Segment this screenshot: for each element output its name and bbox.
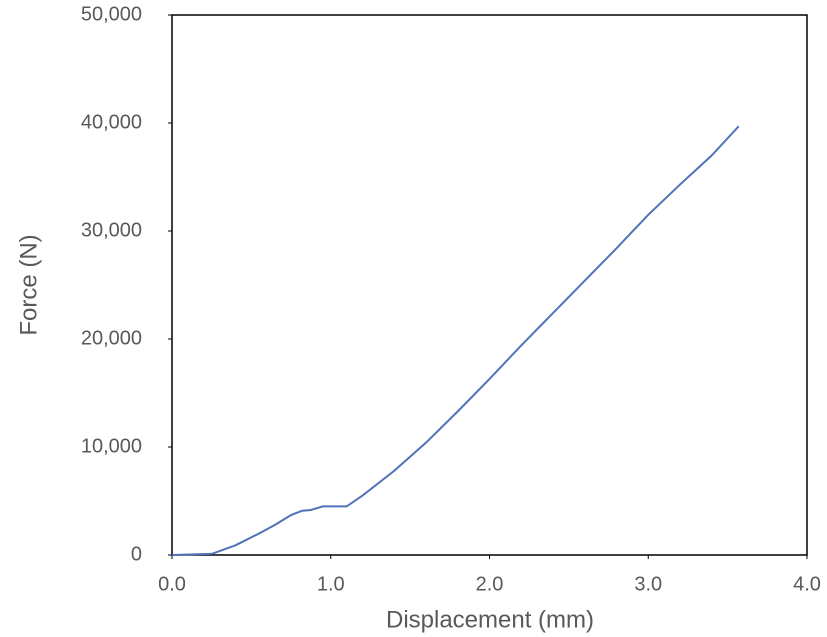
y-tick-label: 10,000: [81, 435, 142, 457]
y-tick-label: 0: [131, 543, 142, 565]
data-line: [171, 125, 740, 556]
x-tick-label: 2.0: [476, 573, 504, 595]
x-tick-label: 1.0: [317, 573, 345, 595]
y-tick-label: 20,000: [81, 327, 142, 349]
x-tick-label: 4.0: [793, 573, 821, 595]
y-tick-label: 50,000: [81, 3, 142, 25]
y-axis-title: Force (N): [15, 234, 42, 335]
x-axis-title: Displacement (mm): [386, 606, 594, 633]
x-tick-label: 0.0: [158, 573, 186, 595]
x-tick-label: 3.0: [634, 573, 662, 595]
y-tick-label: 30,000: [81, 219, 142, 241]
y-tick-label: 40,000: [81, 111, 142, 133]
plot-frame: [171, 14, 808, 556]
